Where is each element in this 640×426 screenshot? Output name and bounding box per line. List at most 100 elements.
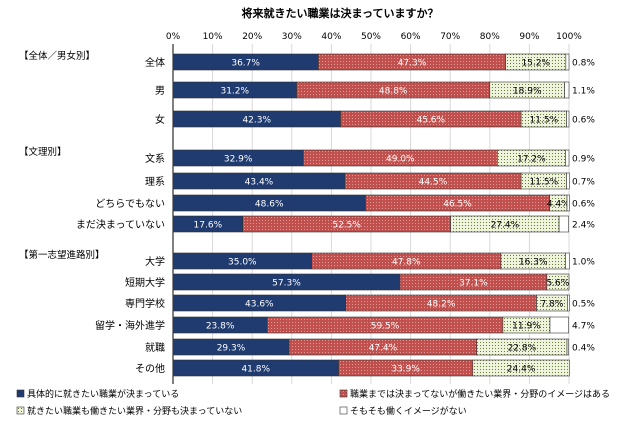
data-label: 24.4% — [507, 365, 536, 375]
bar-segment — [564, 81, 570, 99]
legend-swatch — [16, 389, 25, 398]
data-label: 57.3% — [272, 279, 301, 289]
data-label: 36.7% — [231, 59, 260, 69]
data-label: 4.4% — [547, 200, 570, 210]
data-label: 43.4% — [245, 178, 274, 188]
bar-segment — [566, 194, 570, 212]
data-label: 0.4% — [572, 344, 595, 354]
x-tick-label: 10% — [203, 32, 223, 42]
category-label: 就職 — [145, 341, 165, 354]
data-label: 17.2% — [517, 155, 546, 165]
group-label: 【全体／男女別】 — [19, 50, 95, 62]
legend-label: 具体的に就きたい職業が決まっている — [27, 388, 179, 400]
category-label: どちらでもない — [95, 198, 165, 210]
data-label: 1.0% — [572, 258, 595, 268]
data-label: 11.9% — [512, 322, 541, 332]
data-label: 44.5% — [419, 178, 448, 188]
data-label: 41.8% — [241, 365, 270, 375]
bar-segment — [565, 252, 570, 270]
legend-swatch — [16, 406, 25, 415]
legend-label: 就きたい職業も働きたい業界・分野も決まっていない — [27, 405, 242, 417]
legend-label: 職業までは決まってないが働きたい業界・分野のイメージはある — [350, 388, 610, 400]
bar-segment — [546, 273, 570, 291]
data-label: 11.5% — [530, 116, 559, 126]
legend-label: そもそも働くイメージがない — [350, 405, 467, 417]
x-tick-label: 40% — [321, 32, 341, 42]
data-label: 42.3% — [242, 116, 271, 126]
data-label: 59.5% — [371, 322, 400, 332]
legend-swatch — [339, 389, 348, 398]
data-label: 1.1% — [572, 87, 595, 97]
data-label: 0.6% — [572, 200, 595, 210]
category-label: 専門学校 — [125, 297, 165, 310]
data-label: 23.8% — [206, 322, 235, 332]
x-tick-label: 60% — [401, 32, 421, 42]
bars: 36.7% 47.3% 15.2% 0.8% 31.2% 48.8% 18.9% 1.1% 42… — [172, 53, 595, 377]
legend: 具体的に就きたい職業が決まっている 職業までは決まってないが働きたい業界・分野のイ… — [16, 388, 610, 417]
bar-segment — [565, 53, 570, 71]
x-tick-label: 20% — [242, 32, 262, 42]
x-axis-ticks: 0% 10% 20% 30% 40% 50% 60% 70% 80% 90% 100% — [166, 32, 582, 42]
data-label: 48.2% — [427, 300, 456, 310]
category-label: まだ決まっていない — [76, 219, 165, 231]
data-label: 27.4% — [491, 221, 520, 231]
data-label: 47.4% — [369, 344, 398, 354]
data-label: 16.3% — [519, 258, 548, 268]
category-label: 文系 — [145, 152, 165, 165]
data-label: 11.5% — [530, 178, 559, 188]
bar-segment — [549, 316, 569, 334]
data-label: 46.5% — [443, 200, 472, 210]
chart-title: 将来就きたい職業は決まっていますか？ — [241, 6, 438, 20]
data-label: 48.8% — [379, 87, 408, 97]
data-label: 18.9% — [513, 87, 542, 97]
data-label: 0.5% — [572, 300, 595, 310]
group-labels: 【全体／男女別】【文理別】【第一志望進路別】 — [19, 50, 105, 261]
category-label: 大学 — [145, 255, 165, 268]
data-label: 4.7% — [572, 322, 595, 332]
data-label: 32.9% — [224, 155, 253, 165]
bar-segment — [566, 338, 569, 356]
data-label: 0.8% — [572, 59, 595, 69]
legend-swatch — [339, 406, 348, 415]
data-label: 31.2% — [220, 87, 249, 97]
x-tick-label: 0% — [166, 32, 181, 42]
data-label: 22.8% — [508, 344, 537, 354]
x-tick-label: 100% — [556, 32, 582, 42]
data-label: 0.9% — [572, 155, 595, 165]
category-label: 理系 — [145, 176, 165, 188]
data-label: 49.0% — [386, 155, 415, 165]
category-label: 女 — [155, 113, 165, 126]
data-label: 15.2% — [521, 59, 550, 69]
bar-segment — [567, 294, 570, 312]
category-label: 留学・海外進学 — [95, 319, 165, 332]
category-label: その他 — [135, 362, 165, 375]
category-label: 男 — [155, 85, 165, 97]
data-label: 35.0% — [228, 258, 257, 268]
category-label: 短期大学 — [125, 276, 165, 289]
data-label: 52.5% — [332, 221, 361, 231]
x-tick-label: 80% — [480, 32, 500, 42]
x-tick-label: 50% — [361, 32, 381, 42]
data-label: 0.6% — [572, 116, 595, 126]
data-label: 45.6% — [416, 116, 445, 126]
data-label: 48.6% — [255, 200, 284, 210]
data-label: 5.6% — [546, 279, 569, 289]
data-label: 2.4% — [572, 221, 595, 231]
category-label: 全体 — [145, 56, 165, 69]
bar-segment — [566, 172, 570, 190]
bar-segment — [565, 149, 570, 167]
x-tick-label: 70% — [440, 32, 460, 42]
data-label: 17.6% — [194, 221, 223, 231]
bar-segment — [566, 110, 570, 128]
bar-segment — [472, 359, 570, 377]
group-label: 【文理別】 — [19, 146, 67, 158]
data-label: 47.8% — [392, 258, 421, 268]
data-label: 7.8% — [541, 300, 564, 310]
data-label: 37.1% — [459, 279, 488, 289]
data-label: 47.3% — [398, 59, 427, 69]
data-label: 43.6% — [245, 300, 274, 310]
data-label: 29.3% — [217, 344, 246, 354]
bar-segment — [558, 215, 569, 233]
x-tick-label: 30% — [282, 32, 302, 42]
